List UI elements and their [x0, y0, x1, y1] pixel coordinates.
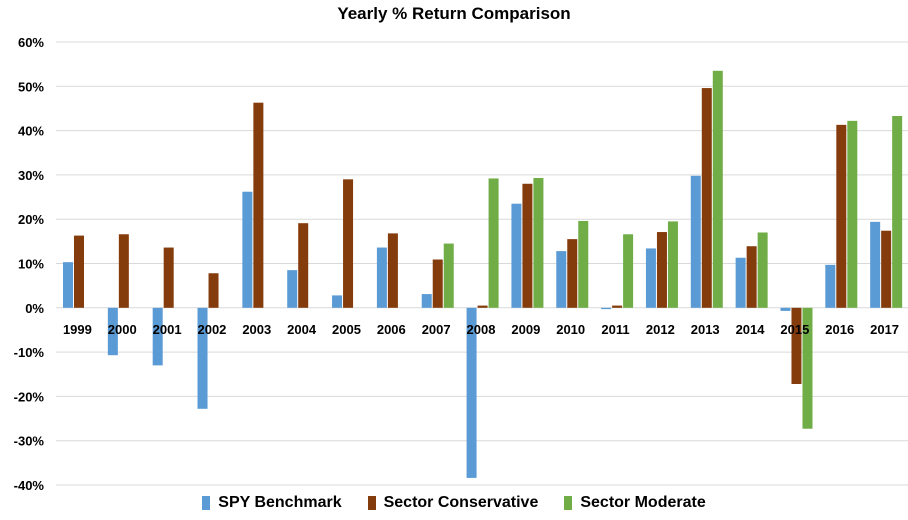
bar-sector-conservative-2000 — [118, 234, 129, 308]
bar-sector-moderate-2010 — [578, 220, 589, 308]
x-tick-label: 2013 — [691, 322, 720, 337]
bar-sector-moderate-2009 — [533, 178, 544, 308]
legend-item-conservative: Sector Conservative — [367, 494, 539, 512]
x-tick-label: 2006 — [377, 322, 406, 337]
x-tick-label: 2004 — [287, 322, 317, 337]
bar-spy-benchmark-2006 — [376, 247, 387, 308]
bar-sector-moderate-2012 — [667, 221, 678, 308]
bar-sector-conservative-2010 — [567, 239, 578, 308]
bar-sector-conservative-2016 — [836, 124, 847, 308]
x-tick-label: 2017 — [870, 322, 899, 337]
bar-spy-benchmark-1999 — [63, 262, 73, 308]
bar-sector-conservative-2011 — [612, 305, 623, 308]
bar-spy-benchmark-2002 — [197, 307, 208, 409]
x-tick-label: 2003 — [242, 322, 271, 337]
bar-sector-moderate-2008 — [488, 178, 499, 308]
bar-sector-conservative-2014 — [746, 246, 757, 308]
legend-label-conservative: Sector Conservative — [383, 494, 539, 511]
bar-sector-conservative-2012 — [656, 232, 667, 308]
bar-sector-moderate-2017 — [892, 115, 903, 308]
y-tick-label: -10% — [14, 345, 45, 360]
bar-spy-benchmark-2009 — [511, 203, 522, 308]
x-tick-label: 2016 — [825, 322, 854, 337]
bar-sector-conservative-2017 — [881, 230, 892, 308]
legend: SPY Benchmark Sector Conservative Sector… — [0, 494, 908, 512]
bar-spy-benchmark-2005 — [332, 295, 343, 308]
legend-swatch-moderate — [564, 496, 573, 510]
bar-sector-moderate-2007 — [443, 243, 454, 308]
bar-spy-benchmark-2007 — [421, 294, 432, 308]
bar-sector-conservative-2005 — [343, 179, 354, 308]
bar-sector-conservative-2015 — [791, 307, 802, 384]
x-tick-label: 2012 — [646, 322, 675, 337]
bar-spy-benchmark-2001 — [152, 307, 163, 366]
bar-spy-benchmark-2004 — [287, 270, 298, 308]
bar-spy-benchmark-2013 — [690, 175, 701, 308]
x-tick-label: 2014 — [736, 322, 766, 337]
y-tick-label: 40% — [18, 124, 44, 139]
bar-spy-benchmark-2012 — [645, 248, 656, 308]
x-tick-label: 2015 — [780, 322, 809, 337]
x-tick-label: 1999 — [63, 322, 92, 337]
bar-sector-conservative-2004 — [298, 223, 309, 308]
bar-sector-conservative-2006 — [387, 233, 398, 308]
bar-sector-moderate-2011 — [623, 234, 634, 308]
legend-item-spy: SPY Benchmark — [202, 494, 342, 512]
bar-sector-conservative-1999 — [74, 235, 84, 308]
bar-spy-benchmark-2003 — [242, 191, 253, 308]
bar-spy-benchmark-2000 — [107, 307, 118, 356]
legend-label-spy: SPY Benchmark — [218, 494, 342, 511]
y-tick-label: -40% — [14, 478, 45, 493]
x-tick-label: 2005 — [332, 322, 361, 337]
chart-title: Yearly % Return Comparison — [337, 4, 571, 23]
x-tick-label: 2001 — [153, 322, 182, 337]
legend-item-moderate: Sector Moderate — [564, 494, 706, 512]
x-tick-label: 2011 — [601, 322, 629, 337]
bar-spy-benchmark-2015 — [780, 307, 791, 311]
y-tick-label: -20% — [14, 389, 45, 404]
bar-sector-conservative-2008 — [477, 305, 488, 308]
bar-sector-conservative-2009 — [522, 183, 533, 308]
bar-sector-moderate-2015 — [802, 307, 813, 429]
y-tick-label: 60% — [18, 35, 44, 50]
y-tick-label: -30% — [14, 434, 45, 449]
bar-sector-moderate-2013 — [712, 70, 723, 308]
y-tick-label: 0% — [25, 301, 44, 316]
bar-sector-conservative-2007 — [432, 259, 443, 308]
bar-sector-conservative-2013 — [701, 88, 712, 308]
x-tick-label: 2002 — [197, 322, 226, 337]
bar-spy-benchmark-2011 — [601, 307, 612, 310]
bar-spy-benchmark-2010 — [556, 251, 567, 308]
legend-swatch-conservative — [367, 496, 376, 510]
y-tick-label: 10% — [18, 257, 44, 272]
bar-spy-benchmark-2008 — [466, 307, 477, 478]
bar-spy-benchmark-2017 — [870, 221, 881, 308]
y-tick-label: 20% — [18, 212, 44, 227]
bar-sector-conservative-2003 — [253, 102, 264, 308]
x-tick-label: 2009 — [511, 322, 540, 337]
y-tick-label: 30% — [18, 168, 44, 183]
y-tick-label: 50% — [18, 79, 44, 94]
x-tick-label: 2010 — [556, 322, 585, 337]
bar-sector-conservative-2002 — [208, 273, 219, 308]
bar-spy-benchmark-2016 — [825, 264, 836, 308]
bar-sector-conservative-2001 — [163, 247, 174, 308]
legend-swatch-spy — [202, 496, 211, 510]
x-tick-label: 2008 — [467, 322, 496, 337]
legend-label-moderate: Sector Moderate — [580, 494, 706, 511]
x-tick-label: 2000 — [108, 322, 137, 337]
bar-spy-benchmark-2014 — [735, 257, 746, 308]
bar-sector-moderate-2016 — [847, 120, 858, 308]
bar-sector-moderate-2014 — [757, 232, 768, 308]
x-tick-label: 2007 — [422, 322, 451, 337]
